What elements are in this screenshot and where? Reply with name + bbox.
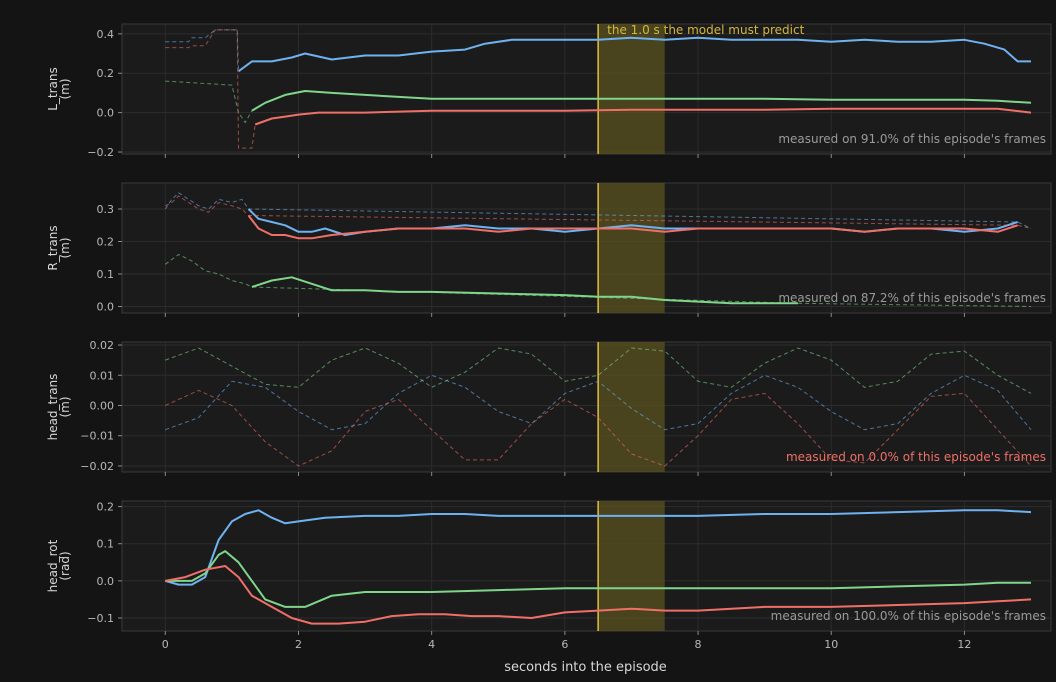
x-axis-label: seconds into the episode	[504, 660, 667, 675]
prediction-label: the 1.0 s the model must predict	[607, 23, 804, 37]
series-group	[165, 347, 1032, 467]
y-tick-label: 0.2	[97, 236, 115, 249]
y-tick-label: 0.1	[97, 538, 115, 551]
y-tick-label: 0.1	[97, 268, 115, 281]
y-axis-label-unit: (m)	[58, 237, 72, 258]
panel-1: −0.2 0.0 0.2 0.4 L_trans(m) measured on 91.0%…	[46, 23, 1052, 159]
series-line-dashed-series_x	[165, 29, 239, 72]
series-line-dashed-series_x	[164, 192, 1032, 229]
series-line-series_y	[251, 276, 798, 305]
series-line-series_z	[247, 214, 1019, 240]
y-axis-label-name: L_trans	[46, 67, 60, 111]
series-line-series_y	[251, 90, 1032, 112]
x-tick-label: 4	[428, 638, 435, 651]
y-tick-label: 0.02	[90, 339, 115, 352]
y-axis-label-name: head_rot	[46, 539, 60, 592]
y-tick-label: 0.2	[97, 67, 115, 80]
y-tick-label: 0.3	[97, 203, 115, 216]
panel-4: −0.1 0.0 0.1 0.2 head_rot(rad) measured on 10…	[46, 500, 1052, 651]
coverage-note: measured on 91.0% of this episode's fram…	[778, 132, 1046, 146]
y-axis-label-unit: (m)	[58, 78, 72, 99]
coverage-note: measured on 100.0% of this episode's fra…	[771, 609, 1046, 623]
y-tick-label: 0.0	[97, 575, 115, 588]
y-axis-label: head_rot(rad)	[46, 539, 72, 592]
series-line-dashed-series_z	[165, 389, 1032, 467]
y-tick-label: 0.01	[90, 369, 115, 382]
y-axis-label: L_trans(m)	[46, 67, 72, 111]
y-axis-label-unit: (rad)	[58, 551, 72, 580]
series-line-dashed-series_z	[165, 29, 256, 149]
y-tick-label: 0.0	[97, 301, 115, 314]
prediction-band	[598, 24, 665, 154]
x-tick-label: 8	[695, 638, 702, 651]
x-tick-label: 12	[957, 638, 971, 651]
y-tick-label: 0.00	[90, 399, 115, 412]
y-tick-label: −0.02	[80, 460, 114, 473]
series-line-series_z	[254, 107, 1032, 126]
series-line-dashed-series_y	[165, 80, 253, 124]
series-line-series_x	[237, 36, 1031, 73]
y-tick-label: −0.01	[80, 430, 114, 443]
series-group	[165, 29, 1032, 149]
y-axis-label: head_trans(m)	[46, 374, 72, 441]
prediction-band	[598, 342, 665, 472]
prediction-band	[598, 501, 665, 631]
y-axis-label-unit: (m)	[58, 396, 72, 417]
series-line-series_x	[165, 509, 1032, 586]
y-tick-label: 0.4	[97, 28, 115, 41]
x-tick-label: 0	[162, 638, 169, 651]
y-tick-label: 0.0	[97, 107, 115, 120]
y-tick-label: 0.2	[97, 501, 115, 514]
panel-2: 0.0 0.1 0.2 0.3 R_trans(m) measured on 87.2% …	[46, 182, 1052, 317]
panel-3: −0.02−0.010.000.010.02head_trans(m)measu…	[46, 339, 1052, 476]
y-axis-label-name: head_trans	[46, 374, 60, 441]
y-tick-label: −0.1	[87, 612, 114, 625]
series-line-dashed-series_z	[165, 195, 1032, 229]
panel-frame	[121, 182, 1052, 314]
coverage-note: measured on 0.0% of this episode's frame…	[786, 450, 1046, 464]
series-line-dashed-series_x	[165, 374, 1032, 431]
series-group	[165, 509, 1032, 625]
x-tick-label: 10	[824, 638, 838, 651]
series-group	[164, 192, 1032, 307]
coverage-note: measured on 87.2% of this episode's fram…	[778, 291, 1046, 305]
panel-frame	[121, 23, 1052, 155]
y-axis-label-name: R_trans	[46, 225, 60, 270]
series-line-dashed-series_y	[165, 253, 1032, 307]
y-axis-label: R_trans(m)	[46, 225, 72, 270]
series-line-series_z	[165, 565, 1032, 625]
x-tick-label: 6	[561, 638, 568, 651]
series-line-series_y	[165, 550, 1031, 608]
prediction-band	[598, 183, 665, 313]
y-tick-label: −0.2	[87, 146, 114, 159]
x-tick-label: 2	[295, 638, 302, 651]
